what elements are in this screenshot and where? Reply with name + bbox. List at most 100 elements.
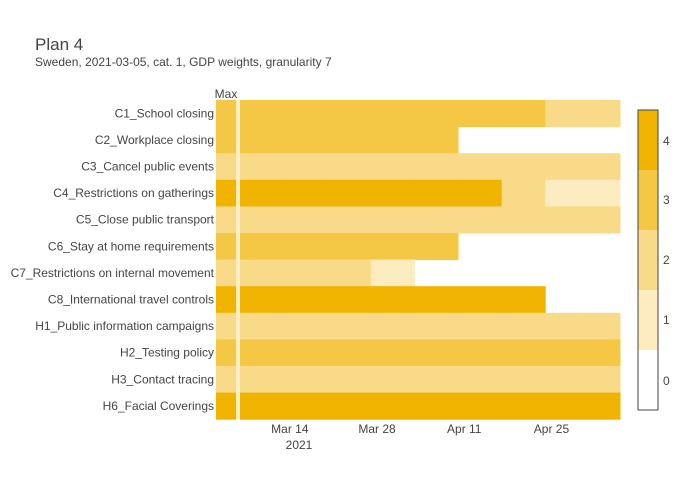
max-cell xyxy=(216,339,236,367)
heatmap-cell xyxy=(370,179,415,207)
max-cell xyxy=(216,233,236,261)
colorbar-tick-label: 2 xyxy=(663,253,670,267)
heatmap-cell xyxy=(582,339,621,367)
colorbar-border xyxy=(637,109,659,411)
max-cell xyxy=(216,259,236,287)
x-tick-label: Mar 14 xyxy=(271,422,309,436)
row-label: C7_Restrictions on internal movement xyxy=(11,266,215,280)
heatmap-cell xyxy=(327,366,372,394)
heatmap-cell xyxy=(240,366,285,394)
heatmap-cell xyxy=(240,233,285,261)
max-cell xyxy=(216,179,236,207)
max-cell xyxy=(216,100,236,128)
heatmap-cell xyxy=(240,206,285,234)
heatmap-cell xyxy=(283,153,328,181)
heatmap-cell xyxy=(327,339,372,367)
heatmap-cell xyxy=(240,339,285,367)
heatmap-cell xyxy=(283,233,328,261)
heatmap-cell xyxy=(582,153,621,181)
max-cell xyxy=(216,312,236,340)
heatmap-cell xyxy=(240,153,285,181)
heatmap-cell xyxy=(370,392,415,420)
heatmap-cell xyxy=(501,100,546,128)
row-label: H2_Testing policy xyxy=(120,346,214,360)
heatmap-cell xyxy=(458,312,503,340)
heatmap-cell xyxy=(327,179,372,207)
heatmap-cell xyxy=(283,126,328,154)
heatmap-cell xyxy=(545,339,584,367)
colorbar: 4 3 2 1 0 xyxy=(637,109,670,411)
row-label: C1_School closing xyxy=(115,106,214,120)
max-column-label: Max xyxy=(215,87,238,101)
heatmap-cell xyxy=(501,312,546,340)
heatmap-cell xyxy=(458,100,503,128)
heatmap-cell xyxy=(283,312,328,340)
max-divider xyxy=(236,100,240,420)
heatmap-cell xyxy=(458,286,503,314)
heatmap-cell xyxy=(240,286,285,314)
heatmap-cell xyxy=(501,392,546,420)
heatmap-cell xyxy=(240,126,285,154)
heatmap-cell xyxy=(370,286,415,314)
heatmap-cell xyxy=(327,126,372,154)
heatmap-cell xyxy=(501,179,546,207)
row-label: C5_Close public transport xyxy=(76,213,215,227)
colorbar-segment xyxy=(638,350,658,411)
heatmap-cell xyxy=(327,233,372,261)
heatmap-cell xyxy=(458,179,503,207)
heatmap-cell xyxy=(414,153,459,181)
max-cell xyxy=(216,392,236,420)
heatmap-cell xyxy=(545,392,584,420)
x-tick-label: Mar 28 xyxy=(358,422,396,436)
heatmap-cell xyxy=(327,206,372,234)
colorbar-segment xyxy=(638,290,658,351)
heatmap-cell xyxy=(501,366,546,394)
heatmap-cell xyxy=(283,206,328,234)
heatmap-cell xyxy=(501,153,546,181)
heatmap-cell xyxy=(582,206,621,234)
heatmap-cell xyxy=(327,392,372,420)
heatmap-cell xyxy=(327,312,372,340)
colorbar-tick-label: 3 xyxy=(663,193,670,207)
heatmap-cell xyxy=(283,100,328,128)
heatmap-cell xyxy=(414,366,459,394)
row-label: C3_Cancel public events xyxy=(81,160,214,174)
heatmap-cell xyxy=(582,312,621,340)
heatmap-cell xyxy=(240,392,285,420)
heatmap-cell xyxy=(414,392,459,420)
heatmap-cell xyxy=(545,179,584,207)
heatmap-cell xyxy=(370,233,415,261)
heatmap-cell xyxy=(545,312,584,340)
heatmap-cell xyxy=(327,286,372,314)
heatmap-cell xyxy=(582,392,621,420)
heatmap-cell xyxy=(370,339,415,367)
heatmap-cell xyxy=(414,206,459,234)
heatmap-cell xyxy=(283,392,328,420)
heatmap-cell xyxy=(240,259,285,287)
heatmap-cell xyxy=(414,312,459,340)
heatmap-cell xyxy=(240,100,285,128)
x-axis-ticks: Mar 14 Mar 28 Apr 11 Apr 25 xyxy=(271,422,569,436)
heatmap-cell xyxy=(283,179,328,207)
row-label: H3_Contact tracing xyxy=(111,372,214,386)
heatmap-cell xyxy=(283,259,328,287)
chart-title: Plan 4 xyxy=(35,35,83,54)
max-cell xyxy=(216,366,236,394)
heatmap-cell xyxy=(458,392,503,420)
heatmap-cell xyxy=(327,153,372,181)
heatmap-cell xyxy=(414,233,459,261)
row-label: C6_Stay at home requirements xyxy=(48,239,214,253)
heatmap-cell xyxy=(545,206,584,234)
max-cell xyxy=(216,153,236,181)
heatmap-cell xyxy=(370,100,415,128)
heatmap-cells xyxy=(216,100,621,420)
colorbar-segment xyxy=(638,230,658,291)
heatmap-cell xyxy=(240,312,285,340)
heatmap-cell xyxy=(370,126,415,154)
heatmap-cell xyxy=(501,286,546,314)
heatmap-cell xyxy=(283,286,328,314)
row-label: C4_Restrictions on gatherings xyxy=(53,186,214,200)
row-label: H1_Public information campaigns xyxy=(35,319,214,333)
heatmap-cell xyxy=(458,153,503,181)
